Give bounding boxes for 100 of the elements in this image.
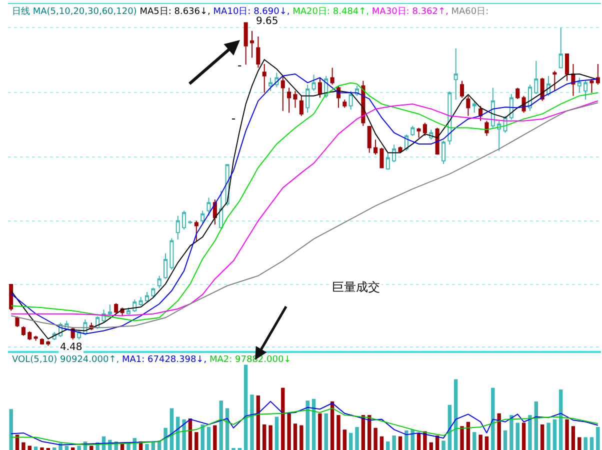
candlestick (330, 67, 334, 86)
annotation: 巨量成交 (332, 280, 380, 294)
bar (386, 441, 390, 450)
bar (213, 425, 217, 450)
annotation: 4.48 (60, 342, 82, 353)
candlestick (441, 140, 446, 164)
text: MA1: 67428.398↓, (122, 355, 207, 365)
bar (28, 446, 32, 450)
bar (478, 434, 482, 450)
candlestick (596, 63, 600, 86)
candlestick (534, 60, 538, 94)
candlestick (454, 48, 458, 100)
candlestick (194, 220, 198, 242)
bar (324, 413, 328, 450)
candlestick (558, 27, 563, 68)
bar (170, 408, 174, 450)
candlestick (28, 330, 32, 341)
bar (268, 425, 272, 450)
bar (194, 432, 198, 450)
bar (9, 409, 13, 450)
bar (460, 426, 464, 450)
bar (330, 401, 334, 450)
candlestick (348, 90, 353, 110)
bar (300, 425, 304, 450)
text: MA10日: 8.690↓, (213, 7, 290, 17)
candlestick (516, 87, 520, 100)
candlestick (206, 197, 211, 216)
candlestick (40, 338, 44, 345)
bar (416, 432, 421, 450)
candlestick (164, 252, 168, 280)
bar (64, 446, 69, 450)
bar (77, 446, 81, 450)
candlestick (138, 296, 143, 306)
bar (22, 442, 26, 450)
bar (342, 430, 346, 450)
bar (244, 364, 248, 450)
candlestick (386, 152, 390, 170)
candlestick (114, 302, 118, 314)
candlestick (126, 307, 130, 316)
bar (151, 442, 156, 450)
candlestick (590, 78, 594, 94)
bar (578, 437, 582, 450)
chart-title: 日线 MA(5,10,20,30,60,120) (12, 6, 137, 17)
candlestick (46, 340, 50, 346)
candlestick (21, 326, 26, 336)
bar (250, 394, 254, 450)
bar (306, 400, 310, 450)
bar (40, 447, 44, 450)
bar (380, 436, 384, 450)
candlestick (422, 122, 427, 136)
bar (404, 430, 408, 450)
candlestick (293, 90, 298, 108)
bar (145, 444, 149, 450)
candlestick (398, 146, 402, 154)
bar (540, 424, 544, 450)
bar (546, 422, 550, 450)
bar (392, 436, 396, 450)
candlestick (108, 304, 112, 316)
bar (552, 419, 557, 450)
bar (274, 416, 279, 450)
candlestick (565, 53, 570, 82)
bar (206, 426, 211, 450)
bar (484, 436, 489, 450)
bar (454, 379, 458, 450)
candlestick (460, 80, 464, 98)
bar (565, 419, 569, 450)
candlestick (312, 74, 316, 92)
bar (522, 422, 526, 450)
candlestick (268, 77, 273, 92)
candlestick (472, 100, 476, 114)
bar (590, 437, 594, 450)
candlestick (306, 84, 310, 114)
bar (293, 424, 298, 450)
candlestick (262, 63, 266, 94)
candlestick (299, 95, 304, 116)
annotation: 9.65 (256, 16, 278, 27)
candlestick (577, 77, 582, 94)
bar (312, 398, 316, 450)
candlestick (374, 139, 378, 156)
bar (559, 390, 563, 450)
bar (281, 388, 285, 450)
bar (262, 424, 266, 450)
candlestick (342, 99, 347, 108)
text: MA30日: 8.362↑, (372, 7, 448, 17)
bar (336, 415, 340, 450)
candlestick (367, 125, 372, 154)
candlestick (34, 335, 38, 342)
bar (596, 426, 600, 450)
bar (497, 413, 501, 450)
candlestick (552, 70, 557, 92)
candlestick (528, 84, 532, 112)
candlestick (132, 299, 137, 313)
bar (256, 395, 260, 450)
bar (34, 446, 38, 450)
bar (398, 436, 402, 450)
candlestick (584, 80, 588, 100)
bar (52, 447, 56, 450)
bar (503, 430, 508, 450)
candlestick (170, 238, 174, 270)
candlestick (256, 36, 260, 68)
